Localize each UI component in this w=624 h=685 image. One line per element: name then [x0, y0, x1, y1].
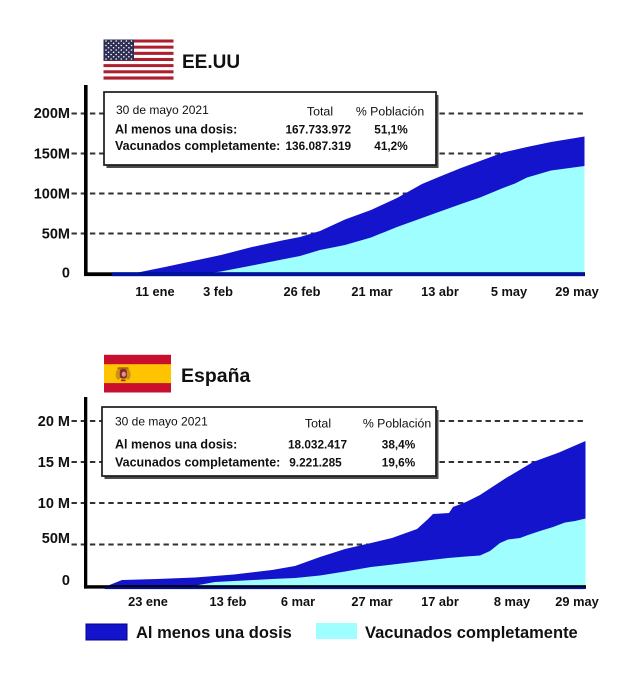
svg-text:5 may: 5 may — [491, 284, 528, 299]
svg-text:50M: 50M — [42, 227, 70, 243]
svg-text:167.733.972: 167.733.972 — [285, 123, 351, 137]
svg-text:23 ene: 23 ene — [128, 594, 168, 609]
svg-text:13 feb: 13 feb — [210, 594, 247, 609]
svg-text:11 ene: 11 ene — [135, 284, 174, 299]
svg-text:Vacunados completamente:: Vacunados completamente: — [115, 456, 280, 470]
svg-text:8 may: 8 may — [494, 594, 531, 609]
svg-text:50M: 50M — [42, 531, 70, 547]
svg-text:17 abr: 17 abr — [421, 594, 459, 609]
svg-text:España: España — [181, 365, 251, 387]
svg-text:3 feb: 3 feb — [203, 284, 233, 299]
svg-text:EE.UU: EE.UU — [182, 52, 240, 73]
svg-text:200M: 200M — [34, 106, 70, 122]
svg-text:29 may: 29 may — [555, 594, 599, 609]
svg-text:Total: Total — [307, 105, 333, 119]
svg-text:Al menos una dosis:: Al menos una dosis: — [115, 438, 237, 452]
svg-text:% Población: % Población — [363, 417, 432, 431]
svg-text:29 may: 29 may — [555, 284, 599, 299]
svg-text:51,1%: 51,1% — [374, 123, 408, 137]
svg-text:100M: 100M — [34, 187, 70, 203]
svg-text:27 mar: 27 mar — [351, 594, 392, 609]
svg-text:13 abr: 13 abr — [421, 284, 459, 299]
svg-text:19,6%: 19,6% — [382, 456, 416, 470]
svg-text:9.221.285: 9.221.285 — [289, 456, 342, 470]
svg-text:26 feb: 26 feb — [284, 284, 321, 299]
svg-text:Vacunados completamente:: Vacunados completamente: — [115, 139, 280, 153]
svg-text:0: 0 — [62, 573, 70, 589]
svg-text:21 mar: 21 mar — [351, 284, 392, 299]
svg-text:0: 0 — [62, 266, 70, 282]
svg-text:Total: Total — [305, 417, 331, 431]
svg-text:6 mar: 6 mar — [281, 594, 315, 609]
svg-text:Al menos una dosis:: Al menos una dosis: — [115, 123, 237, 137]
svg-text:30 de mayo 2021: 30 de mayo 2021 — [116, 103, 209, 117]
svg-text:Al menos una dosis: Al menos una dosis — [136, 624, 292, 642]
svg-text:20 M: 20 M — [38, 414, 70, 430]
svg-text:30 de mayo 2021: 30 de mayo 2021 — [115, 415, 208, 429]
svg-text:38,4%: 38,4% — [382, 438, 416, 452]
svg-text:Vacunados completamente: Vacunados completamente — [365, 624, 578, 642]
svg-text:136.087.319: 136.087.319 — [285, 139, 351, 153]
svg-text:10 M: 10 M — [38, 496, 70, 512]
svg-text:18.032.417: 18.032.417 — [288, 438, 347, 452]
svg-text:% Población: % Población — [356, 105, 425, 119]
svg-text:150M: 150M — [34, 147, 70, 163]
svg-text:41,2%: 41,2% — [374, 139, 408, 153]
svg-text:15 M: 15 M — [38, 455, 70, 471]
